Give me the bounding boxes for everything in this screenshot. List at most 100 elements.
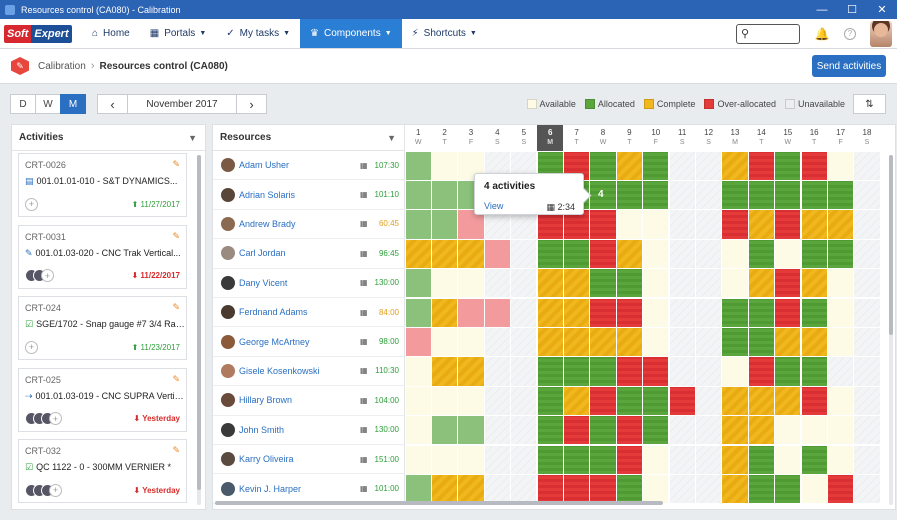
allocation-cell[interactable] [431, 416, 458, 445]
allocation-cell[interactable] [695, 269, 722, 298]
nav-my-tasks[interactable]: ✓ My tasks ▼ [216, 19, 300, 48]
allocation-cell[interactable] [431, 474, 458, 504]
allocation-cell[interactable] [643, 151, 669, 180]
allocation-cell[interactable] [827, 269, 854, 298]
allocation-cell[interactable] [431, 210, 458, 239]
allocation-cell[interactable] [801, 180, 827, 210]
allocation-cell[interactable] [590, 357, 616, 386]
allocation-cell[interactable] [431, 445, 458, 474]
allocation-cell[interactable] [854, 298, 880, 327]
allocation-cell[interactable] [854, 239, 880, 269]
activity-card[interactable]: CRT-024 ✎ ☑ SGE/1702 - Snap gauge #7 3/4 Ra… [18, 296, 187, 360]
sort-button[interactable]: ⇅ [853, 94, 886, 114]
allocation-cell[interactable] [484, 386, 511, 416]
allocation-cell[interactable] [643, 386, 669, 416]
allocation-cell[interactable] [748, 416, 775, 445]
wrench-icon[interactable]: ✎ [172, 373, 180, 384]
previous-month-button[interactable]: ‹ [97, 94, 128, 114]
allocation-cell[interactable] [748, 151, 775, 180]
allocation-cell[interactable] [827, 357, 854, 386]
allocation-cell[interactable] [484, 269, 511, 298]
allocation-cell[interactable] [854, 269, 880, 298]
next-month-button[interactable]: › [236, 94, 267, 114]
allocation-cell[interactable] [748, 357, 775, 386]
allocation-cell[interactable] [616, 357, 643, 386]
wrench-icon[interactable]: ✎ [172, 302, 180, 312]
resource-row[interactable]: Kevin J. Harper ▦ 101:00 [213, 474, 405, 504]
tooltip-view-link[interactable]: View [484, 201, 504, 211]
allocation-cell[interactable] [669, 386, 695, 416]
allocation-cell[interactable] [590, 180, 616, 210]
allocation-cell[interactable] [643, 298, 669, 327]
resource-row[interactable]: Adam Usher ▦ 107:30 [213, 151, 405, 181]
allocation-cell[interactable] [405, 210, 431, 239]
allocation-cell[interactable] [669, 327, 695, 357]
minimize-icon[interactable]: — [816, 3, 828, 16]
allocation-cell[interactable] [431, 357, 458, 386]
allocation-cell[interactable] [748, 239, 775, 269]
allocation-cell[interactable] [405, 416, 431, 445]
allocation-cell[interactable] [775, 445, 801, 474]
allocation-cell[interactable] [537, 357, 563, 386]
allocation-cell[interactable] [590, 298, 616, 327]
allocation-cell[interactable] [643, 269, 669, 298]
allocation-cell[interactable] [854, 445, 880, 474]
user-avatar[interactable] [870, 20, 892, 47]
allocation-cell[interactable] [695, 386, 722, 416]
allocation-cell[interactable] [643, 357, 669, 386]
allocation-cell[interactable] [458, 416, 484, 445]
resource-row[interactable]: Dany Vicent ▦ 130:00 [213, 268, 405, 298]
allocation-cell[interactable] [775, 474, 801, 504]
add-participant-button[interactable]: + [25, 340, 38, 354]
allocation-cell[interactable] [458, 269, 484, 298]
allocation-cell[interactable] [616, 269, 643, 298]
allocation-cell[interactable] [616, 239, 643, 269]
allocation-cell[interactable] [563, 474, 590, 504]
resource-row[interactable]: Karry Oliveira ▦ 151:00 [213, 445, 405, 475]
allocation-cell[interactable] [801, 269, 827, 298]
allocation-cell[interactable] [484, 445, 511, 474]
allocation-cell[interactable] [801, 210, 827, 239]
breadcrumb-parent[interactable]: Calibration [38, 60, 86, 72]
activity-card[interactable]: CRT-0031 ✎ ✎ 001.01.03-020 - CNC Trak Verti… [18, 224, 187, 289]
allocation-cell[interactable] [748, 269, 775, 298]
filter-icon[interactable]: ▼ [188, 132, 197, 143]
allocation-cell[interactable] [827, 416, 854, 445]
allocation-cell[interactable] [748, 386, 775, 416]
allocation-cell[interactable] [484, 327, 511, 357]
allocation-cell[interactable] [590, 210, 616, 239]
resource-name[interactable]: Dany Vicent [239, 277, 288, 288]
allocation-cell[interactable] [801, 416, 827, 445]
allocation-cell[interactable] [537, 386, 563, 416]
calendar-icon[interactable]: ▦ [360, 454, 368, 464]
allocation-cell[interactable] [431, 386, 458, 416]
allocation-cell[interactable] [405, 327, 431, 357]
allocation-cell[interactable] [854, 386, 880, 416]
allocation-cell[interactable] [775, 416, 801, 445]
allocation-cell[interactable] [695, 445, 722, 474]
allocation-cell[interactable] [695, 357, 722, 386]
allocation-cell[interactable] [722, 416, 748, 445]
allocation-cell[interactable] [431, 180, 458, 210]
activity-card[interactable]: CRT-025 ✎ ⇢ 001.01.03-019 - CNC SUPRA Verti… [18, 367, 187, 432]
allocation-cell[interactable] [695, 327, 722, 357]
calendar-icon[interactable]: ▦ [360, 278, 368, 288]
allocation-cell[interactable] [695, 474, 722, 504]
allocation-cell[interactable] [537, 239, 563, 269]
allocation-cell[interactable] [669, 151, 695, 180]
calendar-icon[interactable]: ▦ [360, 337, 368, 347]
resource-row[interactable]: George McArtney ▦ 98:00 [213, 327, 405, 357]
allocation-cell[interactable] [775, 180, 801, 210]
allocation-cell[interactable] [669, 269, 695, 298]
help-icon[interactable]: ? [844, 27, 856, 40]
allocation-cell[interactable] [511, 327, 537, 357]
allocation-cell[interactable] [590, 239, 616, 269]
resource-name[interactable]: Carl Jordan [239, 248, 286, 259]
allocation-cell[interactable] [537, 210, 563, 239]
allocation-cell[interactable] [722, 298, 748, 327]
allocation-cell[interactable] [431, 298, 458, 327]
allocation-cell[interactable] [616, 298, 643, 327]
allocation-cell[interactable] [590, 151, 616, 180]
allocation-cell[interactable] [827, 327, 854, 357]
allocation-cell[interactable] [827, 474, 854, 504]
